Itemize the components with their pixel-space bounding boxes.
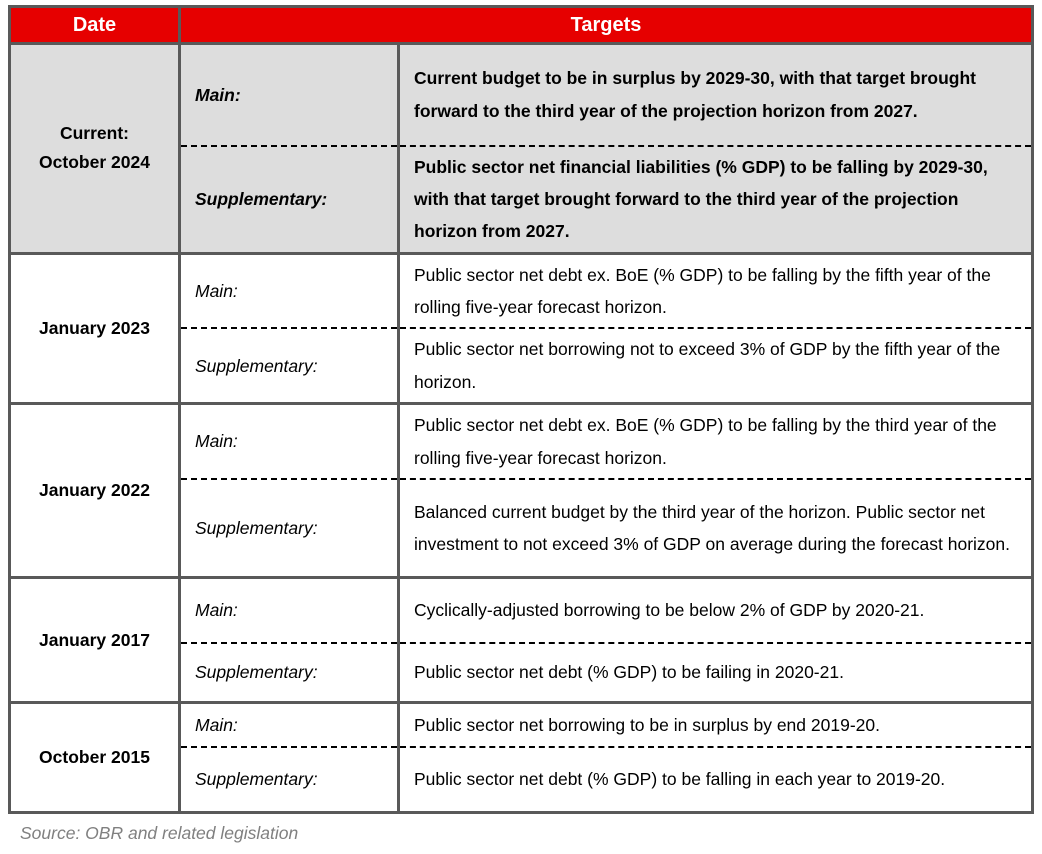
supplementary-label: Supplementary: <box>179 478 400 578</box>
main-target-text: Public sector net debt ex. BoE (% GDP) t… <box>398 402 1033 480</box>
date-line: January 2023 <box>39 317 150 338</box>
main-label: Main: <box>179 42 400 147</box>
supplementary-label: Supplementary: <box>179 145 400 254</box>
date-line: January 2017 <box>39 629 150 650</box>
supplementary-target-text: Public sector net financial liabilities … <box>398 145 1033 254</box>
table-row: Supplementary: Public sector net debt (%… <box>10 746 1033 813</box>
table-row: Current: October 2024 Main: Current budg… <box>9 42 1033 254</box>
date-line: Current: <box>59 123 130 144</box>
header-targets: Targets <box>179 6 1033 45</box>
header-row: Date Targets <box>9 6 1033 45</box>
main-label: Main: <box>179 251 400 330</box>
table-row: January 2023 Main: Public sector net deb… <box>9 251 1033 404</box>
fiscal-targets-table: Date Targets Current: October 2024 Main:… <box>8 5 1034 815</box>
table-row: Supplementary: Public sector net borrowi… <box>10 328 1033 404</box>
date-line: October 2015 <box>39 747 150 768</box>
supplementary-target-text: Balanced current budget by the third yea… <box>414 501 1010 555</box>
date-cell: January 2023 <box>9 251 181 404</box>
supplementary-label: Supplementary: <box>179 642 400 703</box>
main-label: Main: <box>179 576 400 644</box>
source-note: Source: OBR and related legislation <box>20 823 299 844</box>
supplementary-target-text: Public sector net borrowing not to excee… <box>414 339 1001 392</box>
table-row: Supplementary: Public sector net debt (%… <box>10 642 1033 703</box>
main-target-text: Public sector net borrowing to be in sur… <box>398 701 1033 748</box>
date-line: October 2024 <box>39 152 150 173</box>
main-target-text: Cyclically-adjusted borrowing to be belo… <box>398 576 1033 644</box>
table-block-january-2022: January 2022 Main: Public sector net deb… <box>9 402 1033 578</box>
date-cell: January 2017 <box>9 576 181 703</box>
table-block-october-2015: October 2015 Main: Public sector net bor… <box>9 701 1033 813</box>
main-target-text: Current budget to be in surplus by 2029-… <box>398 42 1033 147</box>
table-row: October 2015 Main: Public sector net bor… <box>9 701 1033 813</box>
table-block-january-2023: January 2023 Main: Public sector net deb… <box>9 251 1033 404</box>
table-row: January 2017 Main: Cyclically-adjusted b… <box>9 576 1033 703</box>
date-cell: January 2022 <box>9 402 181 578</box>
supplementary-label: Supplementary: <box>179 746 400 813</box>
main-label: Main: <box>179 402 400 480</box>
main-target-text: Public sector net debt ex. BoE (% GDP) t… <box>398 251 1033 330</box>
date-line: January 2022 <box>39 480 150 501</box>
table-block-january-2017: January 2017 Main: Cyclically-adjusted b… <box>9 576 1033 703</box>
date-cell: October 2015 <box>9 701 181 813</box>
table-block-current-october-2024: Current: October 2024 Main: Current budg… <box>9 42 1033 254</box>
header-date: Date <box>9 6 181 45</box>
table-row: January 2022 Main: Public sector net deb… <box>9 402 1033 578</box>
supplementary-target-text: Public sector net debt (% GDP) to be fal… <box>414 769 946 790</box>
table-row: Supplementary: Public sector net financi… <box>10 145 1033 254</box>
supplementary-target-text: Public sector net debt (% GDP) to be fai… <box>414 662 844 683</box>
main-label: Main: <box>179 701 400 748</box>
date-cell: Current: October 2024 <box>9 42 181 254</box>
supplementary-label: Supplementary: <box>179 328 400 404</box>
table-header: Date Targets <box>9 6 1033 45</box>
table-row: Supplementary: Balanced current budget b… <box>10 478 1033 578</box>
